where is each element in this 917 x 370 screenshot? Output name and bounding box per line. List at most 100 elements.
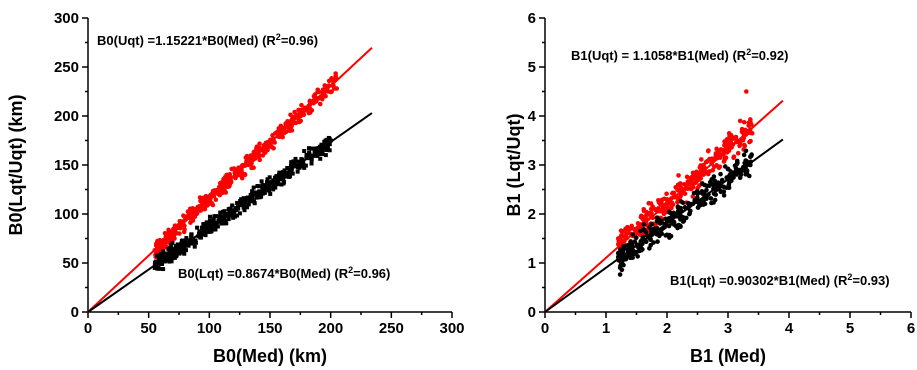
data-point (718, 171, 723, 177)
data-point (162, 253, 167, 258)
data-point (744, 89, 749, 94)
data-point (731, 154, 737, 159)
y-tick-label: 300 (54, 10, 79, 27)
data-point (271, 187, 276, 192)
data-point (227, 183, 232, 189)
data-point (663, 233, 668, 238)
data-point (722, 157, 728, 162)
data-point (699, 157, 704, 162)
data-point (222, 221, 227, 226)
data-point (271, 145, 276, 151)
data-point (259, 179, 264, 184)
y-tick-label: 3 (528, 157, 536, 174)
data-point (313, 148, 318, 153)
data-point (203, 233, 208, 238)
data-point (744, 160, 749, 165)
data-point (190, 206, 195, 211)
data-point (167, 249, 172, 254)
chart-1: 0 50 100 150 200 250 300 0 50 100 150 200 250 300 B0(M… (6, 10, 465, 366)
x-tick-label: 4 (785, 320, 794, 337)
data-point (243, 155, 249, 161)
data-point (738, 172, 744, 177)
data-point (711, 191, 717, 196)
data-point (289, 160, 294, 165)
data-point (629, 242, 635, 248)
data-point (179, 241, 184, 246)
data-point (307, 99, 313, 104)
data-point (741, 119, 747, 125)
data-point (725, 143, 731, 148)
data-point (640, 216, 645, 222)
x-tick-label: 200 (318, 320, 343, 337)
data-point (260, 190, 265, 195)
data-point (652, 206, 658, 212)
data-point (619, 261, 625, 267)
data-point (709, 177, 715, 182)
data-point (272, 175, 277, 180)
data-point (744, 168, 750, 174)
data-point (648, 242, 653, 248)
data-point (679, 217, 685, 222)
data-point (654, 218, 660, 224)
data-point (236, 202, 241, 207)
data-point (211, 217, 216, 222)
data-point (690, 194, 696, 199)
data-point (214, 224, 219, 229)
data-point (204, 224, 209, 229)
data-point (182, 251, 187, 256)
data-point (239, 175, 245, 181)
data-point (322, 145, 327, 150)
data-point (623, 226, 628, 232)
y-tick-label: 2 (528, 206, 536, 223)
data-point (255, 184, 260, 189)
data-point (615, 236, 621, 241)
data-point (254, 144, 260, 150)
data-point (241, 199, 246, 204)
data-point (168, 245, 173, 250)
data-point (618, 228, 624, 234)
data-point (628, 226, 633, 231)
data-point (749, 130, 755, 136)
data-point (700, 181, 705, 187)
data-point (279, 170, 284, 175)
data-point (632, 239, 638, 244)
data-point (727, 179, 732, 185)
data-point (306, 110, 312, 116)
data-point (153, 259, 158, 264)
data-point (287, 174, 292, 179)
data-point (692, 197, 698, 203)
data-point (277, 170, 282, 175)
data-point (704, 159, 710, 164)
data-point (682, 191, 688, 196)
data-point (217, 219, 222, 224)
data-point (275, 182, 280, 187)
data-point (234, 213, 239, 218)
data-point (245, 205, 250, 210)
data-point (307, 152, 312, 157)
data-point (318, 156, 323, 161)
data-point (676, 173, 681, 178)
data-point (734, 161, 740, 167)
y-axis-title: B1 (Lqt/Uqt) (504, 114, 524, 217)
data-point (319, 144, 324, 149)
data-point (250, 190, 255, 195)
data-point (222, 209, 227, 214)
data-point (327, 148, 332, 153)
data-point (334, 86, 340, 91)
data-point (654, 215, 660, 221)
data-point (666, 223, 672, 229)
chart-2: 0 1 2 3 4 5 6 0 1 2 3 4 5 6 B1 (Med) B1 (Lqt/Uqt) B1(Uqt… (504, 10, 915, 366)
data-point (648, 206, 654, 212)
data-point (721, 189, 727, 194)
x-tick-label: 50 (140, 320, 157, 337)
data-point (172, 255, 177, 260)
data-point (708, 196, 714, 201)
data-point (159, 255, 164, 260)
data-point (669, 211, 674, 216)
data-point (161, 249, 166, 254)
data-point (617, 272, 623, 277)
data-point (295, 169, 300, 174)
data-point (694, 179, 699, 185)
data-point (281, 179, 286, 184)
